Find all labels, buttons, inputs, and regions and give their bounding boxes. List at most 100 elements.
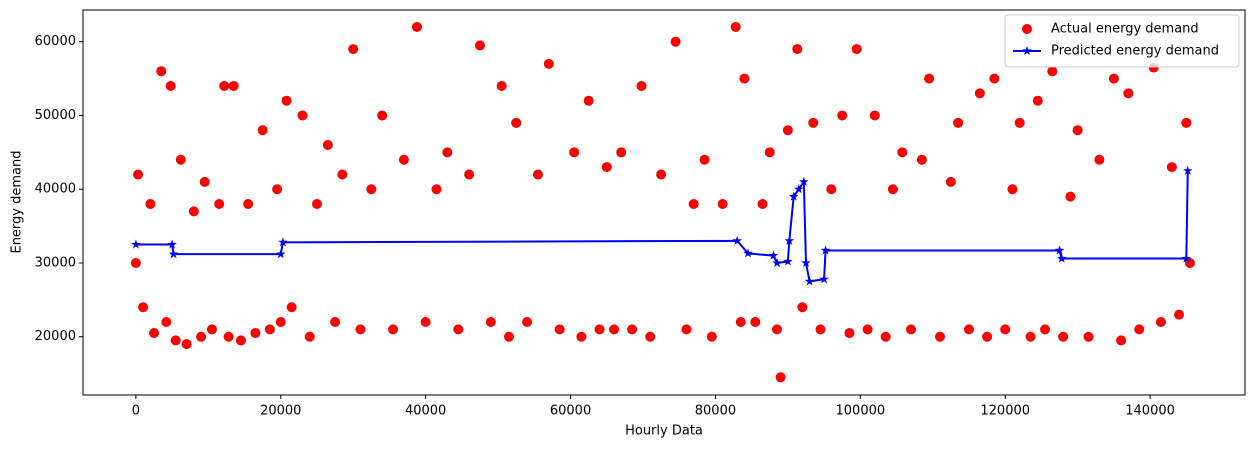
legend-label: Predicted energy demand — [1051, 44, 1219, 59]
data-point — [161, 316, 172, 327]
data-point — [699, 154, 710, 165]
line-marker — [772, 258, 782, 267]
data-point — [792, 44, 803, 55]
data-point — [199, 176, 210, 187]
data-point — [963, 324, 974, 335]
data-point — [322, 139, 333, 150]
data-point — [304, 331, 315, 342]
data-point — [235, 335, 246, 346]
data-point — [156, 66, 167, 77]
data-point — [974, 88, 985, 99]
data-point — [887, 184, 898, 195]
data-point — [837, 110, 848, 121]
line-marker — [783, 256, 793, 266]
x-axis-label: Hourly Data — [625, 424, 703, 439]
data-point — [1108, 73, 1119, 84]
data-point — [1155, 316, 1166, 327]
data-point — [1047, 66, 1058, 77]
data-point — [656, 169, 667, 180]
data-point — [627, 324, 638, 335]
data-point — [953, 117, 964, 128]
data-point — [133, 169, 144, 180]
legend-marker — [1022, 24, 1032, 34]
data-point — [862, 324, 873, 335]
data-point — [706, 331, 717, 342]
line-marker — [732, 235, 742, 245]
data-point — [148, 328, 159, 339]
data-point — [532, 169, 543, 180]
data-point — [1072, 125, 1083, 136]
data-point — [681, 324, 692, 335]
data-point — [286, 302, 297, 313]
data-point — [826, 184, 837, 195]
line-marker — [794, 184, 804, 194]
x-tick-label: 40000 — [405, 404, 446, 419]
data-point — [1007, 184, 1018, 195]
data-point — [431, 184, 442, 195]
data-point — [272, 184, 283, 195]
data-point — [243, 198, 254, 209]
data-point — [1014, 117, 1025, 128]
data-point — [228, 80, 239, 91]
x-tick-label: 140000 — [1125, 404, 1175, 419]
data-point — [214, 198, 225, 209]
data-point — [420, 316, 431, 327]
line-marker — [1054, 245, 1065, 255]
data-point — [670, 36, 681, 47]
y-tick-label: 40000 — [35, 182, 76, 197]
line-marker — [819, 274, 829, 284]
line-marker — [1181, 253, 1192, 263]
data-point — [165, 80, 176, 91]
line-marker — [768, 250, 779, 260]
data-point — [355, 324, 366, 335]
data-point — [398, 154, 409, 165]
data-point — [511, 117, 522, 128]
data-point — [1181, 117, 1192, 128]
data-point — [906, 324, 917, 335]
data-point — [145, 198, 156, 209]
data-point — [337, 169, 348, 180]
data-point — [1032, 95, 1043, 106]
data-point — [645, 331, 656, 342]
data-point — [388, 324, 399, 335]
plot-frame — [82, 9, 1246, 396]
line-marker — [804, 276, 815, 286]
data-point — [797, 302, 808, 313]
data-point — [982, 331, 993, 342]
data-point — [250, 328, 261, 339]
line-marker — [820, 245, 831, 255]
data-point — [772, 324, 783, 335]
data-point — [757, 198, 768, 209]
data-point — [223, 331, 234, 342]
data-point — [1058, 331, 1069, 342]
data-point — [808, 117, 819, 128]
line-marker — [1183, 165, 1193, 175]
data-point — [1025, 331, 1036, 342]
data-point — [377, 110, 388, 121]
data-point — [1166, 162, 1177, 173]
data-point — [130, 257, 141, 268]
data-point — [916, 154, 927, 165]
data-point — [1040, 324, 1051, 335]
data-point — [851, 44, 862, 55]
data-point — [815, 324, 826, 335]
line-marker — [278, 237, 288, 247]
x-tick-label: 100000 — [836, 404, 886, 419]
data-point — [717, 198, 728, 209]
line-marker — [801, 258, 811, 267]
y-tick-label: 50000 — [35, 108, 76, 123]
data-point — [522, 316, 533, 327]
data-point — [636, 80, 647, 91]
data-point — [1065, 191, 1076, 202]
data-point — [196, 331, 207, 342]
data-point — [782, 125, 793, 136]
data-point — [442, 147, 453, 158]
line-marker — [788, 191, 799, 201]
x-tick-label: 0 — [132, 404, 140, 419]
data-point — [569, 147, 580, 158]
data-point — [989, 73, 1000, 84]
data-point — [869, 110, 880, 121]
data-point — [775, 372, 786, 383]
data-point — [945, 176, 956, 187]
